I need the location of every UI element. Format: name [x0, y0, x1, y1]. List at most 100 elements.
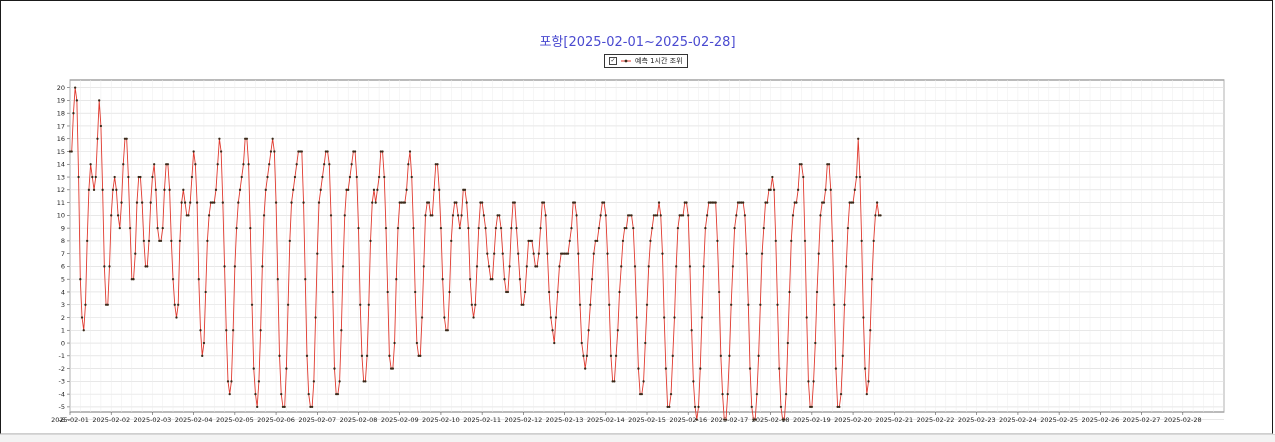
data-point	[278, 354, 281, 357]
data-point	[456, 214, 460, 217]
data-point	[283, 405, 286, 409]
data-point	[850, 201, 853, 204]
data-point	[697, 405, 700, 409]
data-point	[678, 214, 681, 217]
data-point	[506, 290, 510, 294]
data-point	[195, 201, 199, 204]
data-point	[810, 405, 814, 409]
data-point	[630, 214, 633, 217]
data-point	[499, 226, 503, 230]
data-point	[384, 226, 388, 230]
data-point	[180, 201, 183, 204]
data-point	[821, 201, 824, 204]
data-point	[153, 163, 156, 166]
data-point	[316, 252, 319, 255]
data-point	[685, 201, 688, 204]
data-point	[870, 278, 874, 281]
data-point	[553, 341, 556, 345]
data-point	[444, 329, 448, 332]
data-point	[505, 290, 508, 294]
data-point	[147, 239, 151, 243]
data-point	[791, 214, 795, 217]
data-point	[707, 201, 710, 204]
x-tick-label: 2025-02-26	[1081, 416, 1119, 424]
data-point	[752, 418, 755, 421]
data-point	[659, 214, 662, 217]
data-point	[762, 226, 765, 230]
data-point	[700, 316, 704, 319]
y-tick-label: 20	[57, 84, 65, 92]
data-point	[453, 201, 456, 204]
data-point	[362, 380, 365, 383]
x-tick-label: 2025-02-24	[999, 416, 1037, 424]
data-point	[438, 188, 441, 191]
x-tick-label: 2025-02-03	[134, 416, 172, 424]
data-point	[68, 150, 72, 153]
data-point	[420, 316, 424, 319]
data-point	[829, 188, 832, 191]
x-tick-label: 2025-02-14	[587, 416, 625, 424]
data-point	[626, 214, 630, 217]
data-point	[554, 316, 558, 319]
data-point	[408, 150, 412, 153]
data-point	[609, 354, 613, 357]
data-point	[669, 392, 673, 396]
data-point	[134, 252, 137, 255]
data-point	[834, 367, 838, 370]
data-point	[422, 265, 425, 268]
data-point	[623, 226, 626, 230]
data-point	[238, 188, 242, 191]
data-point	[343, 214, 346, 217]
data-point	[216, 163, 219, 166]
data-point	[728, 354, 731, 357]
x-tick-label: 2025-02-10	[422, 416, 460, 424]
data-point	[628, 214, 631, 217]
data-point	[96, 137, 99, 140]
data-point	[747, 303, 750, 306]
data-point	[199, 329, 202, 332]
data-point	[730, 303, 733, 306]
data-point	[841, 354, 844, 357]
data-point	[664, 367, 668, 370]
x-tick-label: 2025-02-20	[834, 416, 872, 424]
data-point	[347, 188, 350, 191]
data-point	[125, 137, 128, 140]
data-point	[838, 405, 841, 409]
data-point	[851, 201, 855, 204]
data-point	[735, 214, 738, 217]
legend-checkbox[interactable]: ✓	[609, 57, 617, 65]
data-point	[154, 188, 158, 191]
x-tick-label: 2025-02-23	[958, 416, 996, 424]
data-point	[365, 354, 369, 357]
data-point	[656, 214, 659, 217]
horizontal-scrollbar[interactable]	[0, 434, 1275, 442]
data-point	[705, 214, 709, 217]
data-point	[240, 175, 243, 179]
x-tick-label: 2025-02-06	[257, 416, 295, 424]
chart-legend[interactable]: ✓ 예측 1시간 조위	[604, 54, 688, 68]
data-point	[721, 392, 724, 396]
y-tick-label: 0	[61, 339, 65, 347]
data-point	[680, 214, 683, 217]
data-point	[599, 214, 602, 217]
data-point	[767, 188, 771, 191]
data-point	[348, 175, 352, 179]
data-point	[183, 201, 187, 204]
data-point	[450, 239, 453, 243]
data-point	[570, 226, 573, 230]
y-tick-label: 6	[61, 263, 65, 271]
y-tick-label: -5	[59, 403, 65, 411]
data-point	[781, 418, 784, 421]
data-point	[796, 188, 800, 191]
data-point	[142, 239, 145, 243]
y-tick-label: 8	[61, 237, 65, 245]
data-point	[328, 163, 331, 166]
data-point	[307, 392, 310, 396]
data-point	[827, 163, 831, 166]
data-point	[547, 290, 551, 294]
data-point	[326, 150, 329, 153]
data-point	[419, 354, 422, 357]
data-point	[417, 354, 420, 357]
data-point	[766, 201, 769, 204]
